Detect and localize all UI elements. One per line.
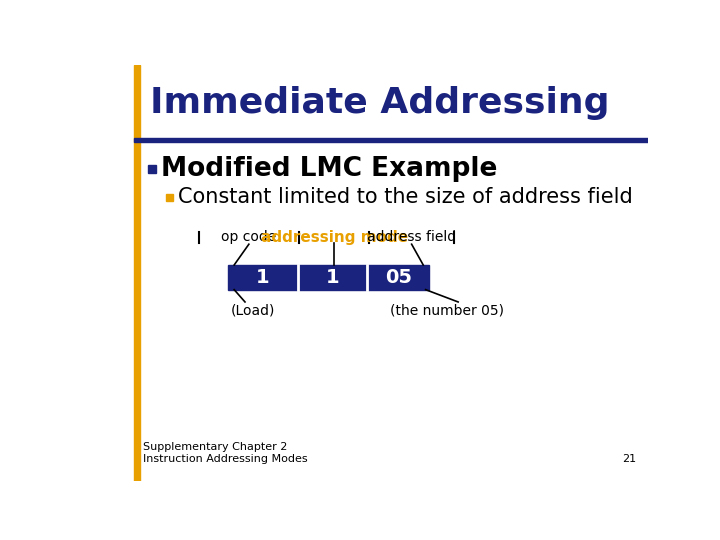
Text: op code: op code: [221, 230, 276, 244]
Bar: [134, 138, 648, 142]
Text: 05: 05: [385, 268, 412, 287]
Text: 1: 1: [325, 268, 339, 287]
Text: 21: 21: [622, 454, 636, 464]
Bar: [134, 65, 140, 481]
Text: 1: 1: [256, 268, 269, 287]
Bar: [297, 265, 367, 289]
Text: Immediate Addressing: Immediate Addressing: [150, 86, 610, 120]
Text: address field: address field: [367, 230, 456, 244]
Text: (Load): (Load): [230, 303, 275, 318]
Bar: [367, 265, 429, 289]
Bar: [166, 194, 173, 201]
Text: (the number 05): (the number 05): [390, 303, 503, 318]
Bar: [148, 165, 156, 173]
Text: Supplementary Chapter 2
Instruction Addressing Modes: Supplementary Chapter 2 Instruction Addr…: [143, 442, 307, 464]
Text: Modified LMC Example: Modified LMC Example: [161, 156, 498, 182]
Bar: [228, 265, 297, 289]
Text: Constant limited to the size of address field: Constant limited to the size of address …: [178, 187, 632, 207]
Text: addressing mode: addressing mode: [261, 230, 408, 245]
